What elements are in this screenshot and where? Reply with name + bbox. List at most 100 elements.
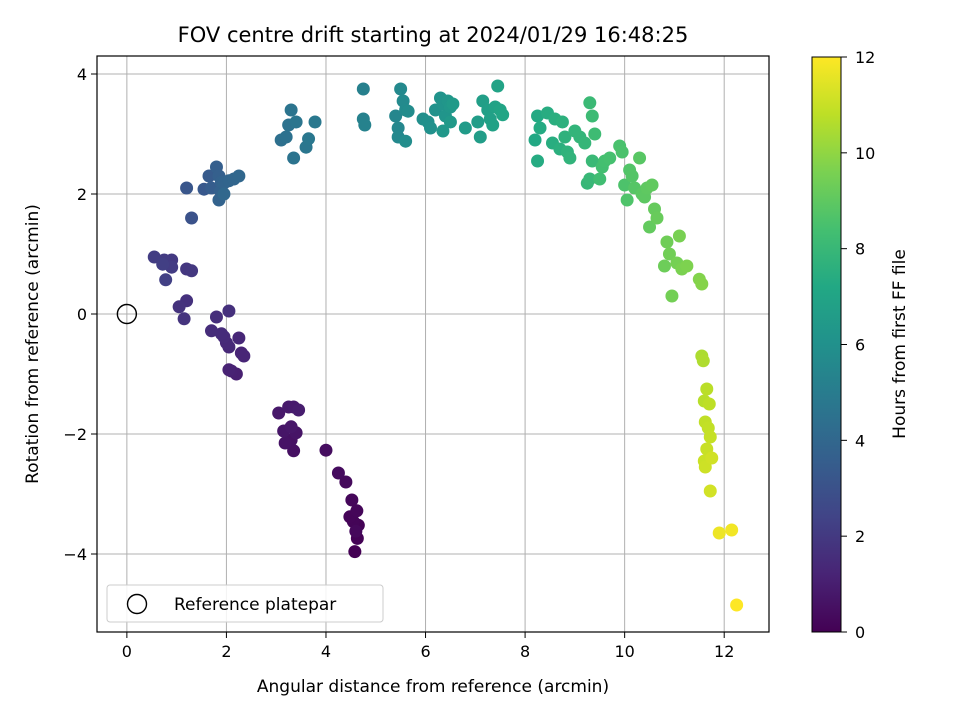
data-point	[180, 181, 194, 195]
data-point	[633, 151, 647, 165]
data-point	[394, 82, 408, 96]
data-point	[533, 121, 547, 135]
data-point	[436, 124, 450, 138]
data-point	[643, 220, 657, 234]
data-point	[615, 145, 629, 159]
colorbar-tick-label: 4	[855, 431, 865, 450]
data-point	[222, 304, 236, 318]
chart-title: FOV centre drift starting at 2024/01/29 …	[178, 23, 689, 47]
data-point	[585, 154, 599, 168]
data-point	[531, 109, 545, 123]
data-point	[302, 132, 316, 146]
data-point	[578, 136, 592, 150]
colorbar-tick-label: 0	[855, 623, 865, 642]
data-point	[730, 598, 744, 612]
y-tick-label: 2	[77, 185, 87, 204]
data-point	[292, 403, 306, 417]
data-point	[399, 134, 413, 148]
data-point	[680, 259, 694, 273]
y-axis-label: Rotation from reference (arcmin)	[23, 204, 43, 484]
data-point	[588, 127, 602, 141]
plot-frame	[96, 55, 770, 633]
data-point	[209, 310, 223, 324]
colorbar-tick-label: 8	[855, 240, 865, 259]
data-point	[563, 151, 577, 165]
legend-box	[106, 584, 384, 623]
y-tick-label: 0	[77, 305, 87, 324]
data-point	[147, 250, 161, 264]
data-point	[339, 475, 353, 489]
x-tick-label: 2	[221, 642, 231, 661]
colorbar-tick-label: 6	[855, 336, 865, 355]
data-point	[458, 121, 472, 135]
colorbar-label: Hours from first FF file	[890, 249, 910, 439]
data-point	[660, 235, 674, 249]
data-point	[222, 363, 236, 377]
data-point	[473, 130, 487, 144]
x-axis-label: Angular distance from reference (arcmin)	[257, 677, 609, 697]
x-axis-ticks: 0 2 4 6 8 10 12	[122, 632, 734, 661]
reference-marker	[116, 303, 138, 325]
colorbar-tick-label: 10	[855, 144, 875, 163]
data-point	[287, 444, 301, 458]
data-point	[712, 526, 726, 540]
data-point	[662, 247, 676, 261]
data-point	[583, 96, 597, 110]
data-point	[665, 289, 679, 303]
legend: Reference platepar	[106, 584, 384, 623]
data-point	[593, 172, 607, 186]
data-point	[214, 327, 228, 341]
data-point	[424, 121, 438, 135]
reference-marker-group	[116, 303, 138, 325]
data-point	[705, 451, 719, 465]
data-point	[583, 172, 597, 186]
colorbar: 0 2 4 6 8 10 12 Hours from first FF file	[811, 48, 910, 642]
data-point	[159, 273, 173, 287]
data-point	[672, 229, 686, 243]
data-point	[603, 151, 617, 165]
colorbar-tick-label: 12	[855, 48, 875, 67]
data-point	[703, 430, 717, 444]
data-point	[471, 115, 485, 129]
colorbar-ticks: 0 2 4 6 8 10 12	[841, 48, 875, 642]
y-tick-label: −4	[63, 545, 87, 564]
data-point	[496, 108, 510, 122]
data-point	[703, 484, 717, 498]
data-point	[702, 397, 716, 411]
legend-label: Reference platepar	[174, 595, 336, 615]
y-tick-label: 4	[77, 65, 87, 84]
x-tick-label: 8	[520, 642, 530, 661]
scatter-points	[147, 79, 744, 612]
data-point	[284, 103, 298, 117]
data-point	[528, 133, 542, 147]
data-point	[350, 504, 364, 518]
data-point	[279, 130, 293, 144]
data-point	[237, 349, 251, 363]
data-point	[645, 178, 659, 192]
data-point	[177, 312, 191, 326]
data-point	[308, 115, 322, 129]
data-point	[558, 130, 572, 144]
data-point	[696, 354, 710, 368]
x-tick-label: 0	[122, 642, 132, 661]
y-axis-ticks: −4 −2 0 2 4	[63, 65, 97, 564]
data-point	[620, 193, 634, 207]
data-point	[232, 331, 246, 345]
data-point	[287, 151, 301, 165]
data-point	[618, 178, 632, 192]
data-point	[278, 436, 292, 450]
data-point	[172, 300, 186, 314]
data-point	[698, 460, 712, 474]
data-point	[356, 82, 370, 96]
data-point	[555, 115, 569, 129]
data-point	[443, 115, 457, 129]
data-point	[725, 523, 739, 537]
data-point	[585, 109, 599, 123]
data-point	[204, 324, 218, 338]
data-point	[345, 493, 359, 507]
colorbar-bar	[811, 56, 842, 633]
y-tick-label: −2	[63, 425, 87, 444]
data-point	[185, 211, 199, 225]
data-point	[349, 524, 363, 538]
data-point	[348, 545, 362, 559]
